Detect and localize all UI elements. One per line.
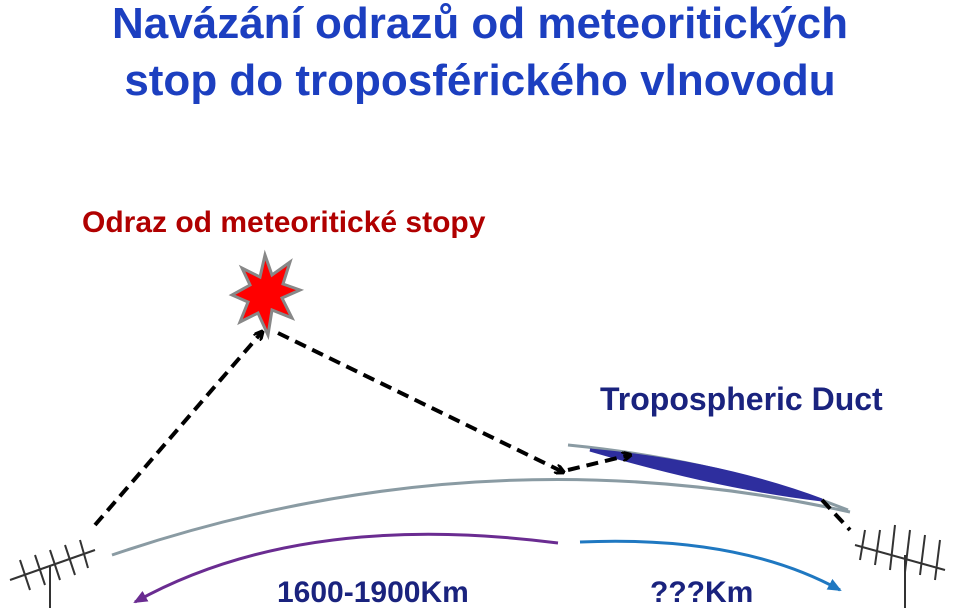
subtitle: Odraz od meteoritické stopy — [82, 206, 486, 239]
signal-path — [93, 332, 852, 532]
antenna — [854, 524, 946, 608]
meteor-burst — [228, 249, 305, 341]
title-line: stop do troposférického vlnovodu — [124, 56, 835, 105]
distance-label: ???Km — [650, 576, 753, 608]
title-line: Navázání odrazů od meteoritických — [112, 0, 848, 48]
distance-label: 1600-1900Km — [277, 576, 469, 608]
antenna — [9, 539, 96, 608]
distance-arrow — [579, 539, 842, 592]
duct-label: Tropospheric Duct — [600, 381, 883, 417]
earth-curve — [111, 478, 851, 557]
distance-arrow — [133, 532, 559, 604]
